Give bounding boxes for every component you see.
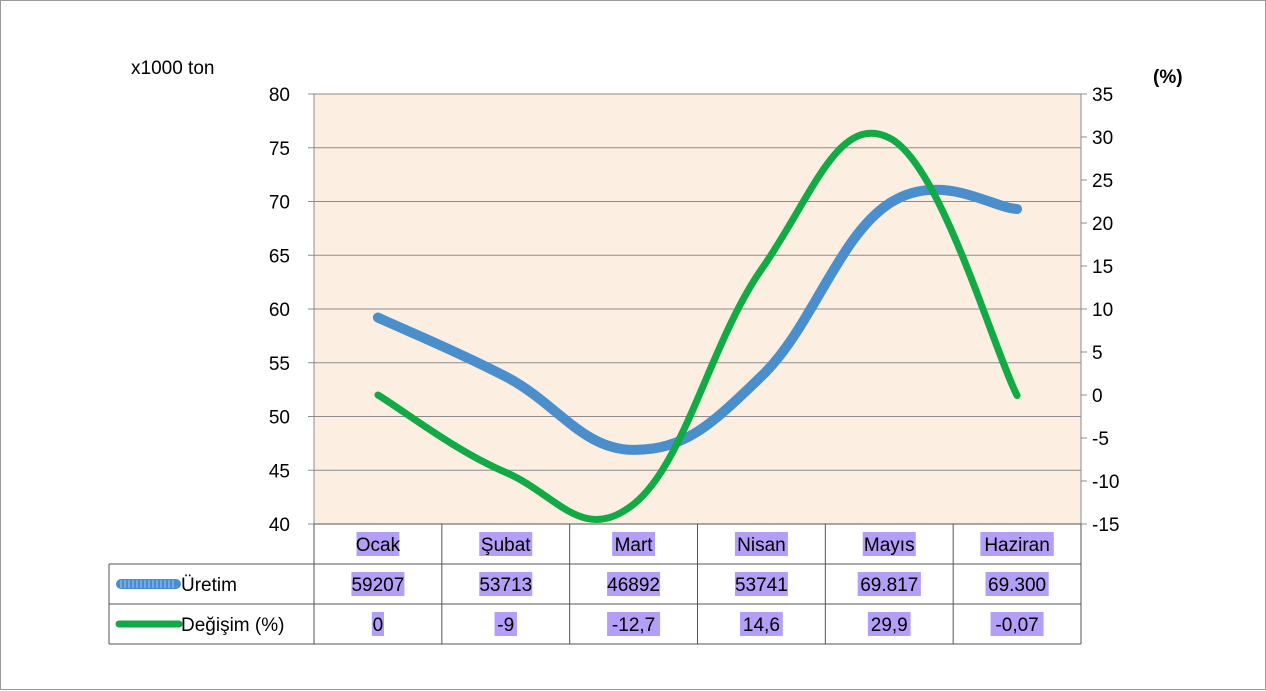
data-point xyxy=(760,375,762,377)
left-tick-label: 65 xyxy=(269,246,290,267)
right-tick-label: 15 xyxy=(1092,257,1113,278)
right-axis-unit: (%) xyxy=(1153,67,1183,88)
data-point xyxy=(1016,395,1018,397)
svg-text:-12,7: -12,7 xyxy=(612,615,655,636)
svg-text:69.300: 69.300 xyxy=(988,575,1046,596)
svg-text:Nisan: Nisan xyxy=(737,535,786,556)
data-point xyxy=(505,376,507,378)
table-cell: 53713 xyxy=(479,572,533,596)
category-label: Mart xyxy=(612,532,655,556)
left-axis: 80 75 70 65 60 55 50 45 40 xyxy=(269,85,315,536)
left-tick-label: 80 xyxy=(269,85,290,106)
right-tick-label: 20 xyxy=(1092,214,1113,235)
left-tick-label: 60 xyxy=(269,300,290,321)
svg-text:Mart: Mart xyxy=(615,535,654,556)
table-cell: 59207 xyxy=(351,572,405,596)
svg-text:-0,07: -0,07 xyxy=(995,615,1038,636)
left-tick-label: 70 xyxy=(269,193,290,214)
svg-text:Şubat: Şubat xyxy=(481,535,531,556)
svg-text:46892: 46892 xyxy=(607,575,660,596)
category-label: Şubat xyxy=(479,532,533,556)
data-point xyxy=(888,202,890,204)
data-point xyxy=(377,317,379,319)
data-point xyxy=(888,137,890,139)
left-tick-label: 55 xyxy=(269,354,290,375)
svg-text:53713: 53713 xyxy=(479,575,532,596)
svg-text:Haziran: Haziran xyxy=(984,535,1049,556)
table-cell: 29,9 xyxy=(867,612,911,636)
right-tick-label: 30 xyxy=(1092,128,1113,149)
left-tick-label: 75 xyxy=(269,139,290,160)
category-label: Nisan xyxy=(734,532,788,556)
series-line-uretim xyxy=(372,184,1023,455)
category-label: Haziran xyxy=(980,532,1054,556)
right-tick-label: -10 xyxy=(1092,472,1119,493)
right-tick-label: 0 xyxy=(1092,386,1103,407)
right-tick-label: 35 xyxy=(1092,85,1113,106)
data-point xyxy=(1016,208,1018,210)
svg-text:69.817: 69.817 xyxy=(860,575,918,596)
table-cell: 0 xyxy=(371,612,385,636)
svg-text:14,6: 14,6 xyxy=(743,615,780,636)
table-cell: -9 xyxy=(494,612,517,636)
legend-uretim: Üretim xyxy=(116,575,237,596)
data-point xyxy=(760,268,762,270)
legend-label: Üretim xyxy=(181,575,237,596)
right-tick-label: 10 xyxy=(1092,300,1113,321)
data-point xyxy=(633,449,635,451)
data-point xyxy=(505,471,507,473)
right-axis: 35 30 25 20 15 10 5 0 -5 -10 -15 xyxy=(1080,85,1119,536)
svg-text:59207: 59207 xyxy=(351,575,404,596)
svg-text:-9: -9 xyxy=(497,615,514,636)
left-tick-label: 40 xyxy=(269,515,290,536)
data-point xyxy=(377,394,379,396)
table-cell: -0,07 xyxy=(990,612,1044,636)
right-tick-label: 25 xyxy=(1092,171,1113,192)
legend-label: Değişim (%) xyxy=(181,615,284,636)
right-tick-label: -15 xyxy=(1092,515,1119,536)
category-label: Ocak xyxy=(356,532,401,556)
right-tick-label: -5 xyxy=(1092,429,1109,450)
svg-text:29,9: 29,9 xyxy=(871,615,908,636)
legend-degisim: Değişim (%) xyxy=(115,615,284,636)
left-tick-label: 45 xyxy=(269,461,290,482)
table-cell: 69.817 xyxy=(857,572,921,596)
table-cell: 46892 xyxy=(607,572,661,596)
table-cell: 69.300 xyxy=(985,572,1049,596)
left-axis-unit: x1000 ton xyxy=(131,58,214,79)
right-tick-label: 5 xyxy=(1092,343,1103,364)
data-table: Ocak Şubat Mart Nisan Mayıs Haziran 59207 53713… xyxy=(108,523,1082,645)
left-tick-label: 50 xyxy=(269,408,290,429)
data-point xyxy=(633,503,635,505)
category-label: Mayıs xyxy=(862,532,916,556)
svg-text:Ocak: Ocak xyxy=(356,535,401,556)
table-cell: 53741 xyxy=(734,572,788,596)
table-cell: -12,7 xyxy=(607,612,661,636)
svg-text:0: 0 xyxy=(373,615,384,636)
svg-text:53741: 53741 xyxy=(735,575,788,596)
svg-text:Mayıs: Mayıs xyxy=(864,535,915,556)
series-lines xyxy=(372,129,1023,523)
table-cell: 14,6 xyxy=(740,612,783,636)
